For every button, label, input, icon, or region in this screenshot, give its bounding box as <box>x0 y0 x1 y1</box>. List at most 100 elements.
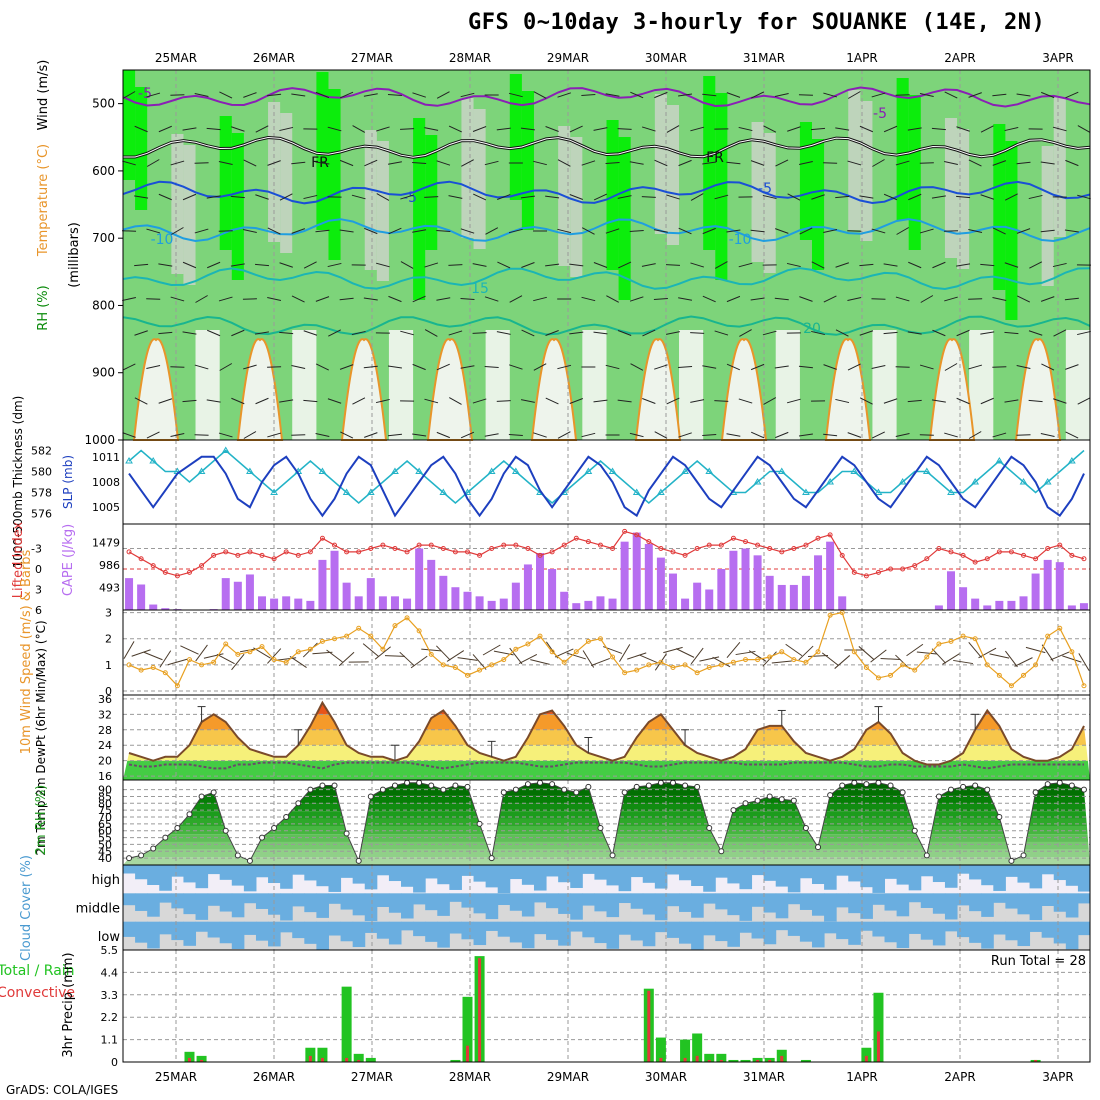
wind-barb <box>1065 364 1079 370</box>
wind-barb <box>593 262 608 268</box>
wind-barb <box>171 227 184 235</box>
wind-speed-point <box>984 662 990 668</box>
thickness-point <box>246 467 254 474</box>
wind-speed-point <box>259 644 265 650</box>
cloud-cover-bar <box>799 921 813 942</box>
wind-barb <box>654 364 668 370</box>
cloud-cover-bar <box>679 893 692 912</box>
cloud-cover-bar <box>521 865 535 885</box>
wind-barb <box>497 261 511 269</box>
wind-barb <box>436 431 450 439</box>
li-point <box>912 563 918 569</box>
rh-dry-column <box>969 330 994 440</box>
surface-wind-barb <box>726 642 741 658</box>
wind-barb <box>847 91 861 99</box>
wind-barb <box>520 195 535 199</box>
cloud-cover-bar <box>449 921 462 934</box>
cape-bar <box>620 541 629 610</box>
isotherm-label: -5 <box>873 106 887 122</box>
wind-barb <box>388 295 402 303</box>
cape-bar <box>789 584 798 610</box>
cape-bar <box>439 575 448 610</box>
rh-point <box>549 781 556 788</box>
wind-barb <box>533 432 547 438</box>
isotherm-line <box>122 86 1091 108</box>
rh-tick-label: 50 <box>98 838 112 851</box>
wind-speed-point <box>875 675 881 681</box>
date-tick-label: 31MAR <box>743 51 785 65</box>
li-point <box>573 535 579 541</box>
cloud-cover-bar <box>848 865 861 882</box>
slp-tick-label: 1008 <box>92 476 120 489</box>
rh-high-streak <box>896 78 909 220</box>
temp-tick-label: 24 <box>98 739 112 752</box>
rh-point <box>1032 789 1039 796</box>
wind-barb <box>750 363 765 371</box>
wind-barb <box>484 433 499 437</box>
surface-wind-barb <box>482 644 501 656</box>
rh-point <box>947 786 954 793</box>
wind-barb <box>666 397 680 405</box>
y-tick-label: 700 <box>92 231 115 245</box>
wind-barb <box>859 195 874 199</box>
rh-point <box>379 786 386 793</box>
rh-point <box>198 793 205 800</box>
li-point <box>936 546 942 551</box>
rh-low-streak <box>751 122 764 262</box>
wind-speed-point <box>646 662 652 668</box>
thickness-point <box>874 488 883 495</box>
cloud-cover-bar <box>352 893 366 916</box>
wind-tick-label: 1 <box>105 659 112 672</box>
isotherm-label: -10 <box>729 232 752 248</box>
wind-barb <box>1028 194 1043 200</box>
cape-bar <box>741 548 750 610</box>
wind-barb <box>690 126 705 132</box>
wind-barb <box>569 194 583 200</box>
cloud-cover-bar <box>268 893 281 915</box>
wind-barb <box>328 329 341 337</box>
cloud-cover-bar <box>691 865 704 886</box>
cloud-cover-bar <box>799 893 813 910</box>
wind-speed-point <box>1021 672 1027 678</box>
cape-bar <box>560 591 569 610</box>
wind-barb <box>194 228 209 234</box>
cloud-cover-bar <box>860 921 873 931</box>
wind-barb <box>871 365 886 369</box>
wind-barb <box>739 329 752 337</box>
cloud-cover-bar <box>642 865 656 883</box>
panel-frame <box>122 523 1091 611</box>
li-point <box>344 549 350 555</box>
thickness-point <box>632 488 641 495</box>
cape-bar <box>959 587 968 610</box>
thickness-point <box>971 478 980 485</box>
li-point <box>827 532 833 538</box>
wind-barb <box>763 397 777 405</box>
wind-barb <box>1016 365 1031 369</box>
rh-point <box>790 797 797 804</box>
wind-barb <box>1077 330 1091 336</box>
thickness-tick-label: 580 <box>31 466 52 479</box>
rh-dry-column <box>485 330 510 440</box>
wind-barb <box>883 398 898 404</box>
wind-barb <box>436 230 451 232</box>
rh-point <box>960 783 967 790</box>
wind-barb <box>992 297 1007 301</box>
surface-wind-barb <box>590 657 610 667</box>
cloud-cover-bar <box>376 921 390 939</box>
wind-barb <box>315 296 330 302</box>
surface-wind-barb <box>582 650 595 668</box>
thickness-point <box>221 446 230 453</box>
wind-barb <box>992 160 1007 166</box>
rh-point <box>718 848 725 855</box>
wind-barb <box>484 160 499 166</box>
surface-wind-barb <box>858 646 875 660</box>
cloud-cover-bar <box>715 921 728 942</box>
cape-bar <box>475 596 484 610</box>
surface-wind-barb <box>421 648 442 652</box>
wind-barb <box>122 91 136 99</box>
surface-wind-barb <box>821 652 839 666</box>
li-tick-label: 0 <box>35 563 42 576</box>
wind-speed-point <box>622 670 628 676</box>
wind-speed-line <box>128 611 1085 687</box>
li-point <box>972 559 978 565</box>
